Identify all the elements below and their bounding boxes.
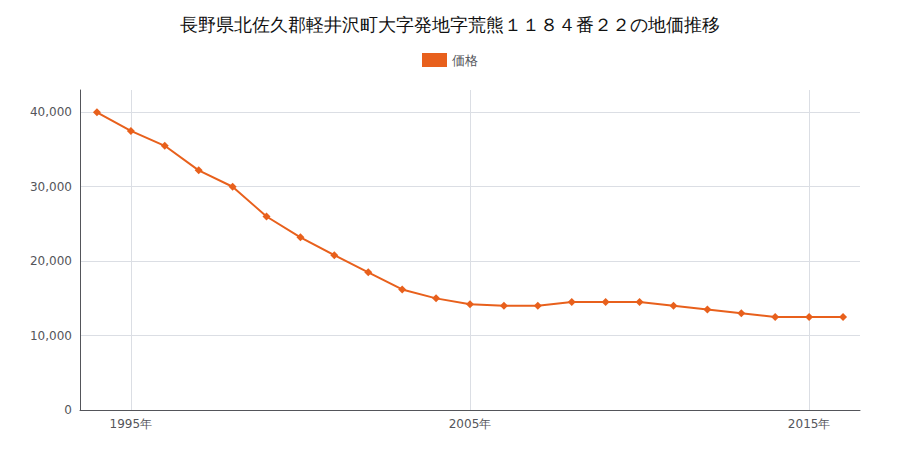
svg-text:価格: 価格	[452, 53, 478, 68]
svg-text:20,000: 20,000	[30, 254, 72, 268]
svg-text:1995年: 1995年	[110, 417, 153, 431]
svg-text:40,000: 40,000	[30, 105, 72, 119]
svg-text:長野県北佐久郡軽井沢町大字発地字荒熊１１８４番２２の地価推移: 長野県北佐久郡軽井沢町大字発地字荒熊１１８４番２２の地価推移	[180, 14, 720, 35]
svg-text:2015年: 2015年	[788, 417, 831, 431]
svg-text:10,000: 10,000	[30, 329, 72, 343]
svg-text:2005年: 2005年	[449, 417, 492, 431]
svg-text:30,000: 30,000	[30, 180, 72, 194]
svg-text:0: 0	[64, 403, 72, 417]
